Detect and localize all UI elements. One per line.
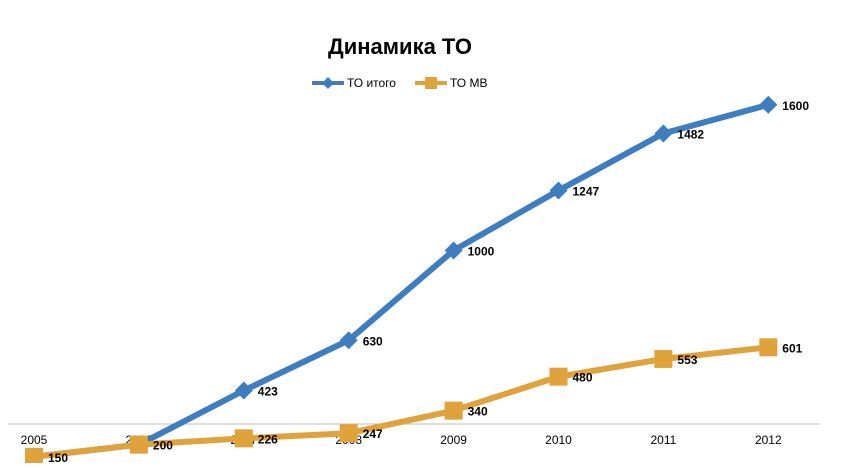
data-label-1-6: 553 <box>677 353 697 367</box>
series-0-point-6 <box>654 124 673 143</box>
x-tick-label-2005: 2005 <box>21 433 48 447</box>
data-label-1-5: 480 <box>573 371 593 385</box>
data-label-0-3: 630 <box>363 334 383 348</box>
series-0-point-3 <box>339 331 358 350</box>
data-label-0-6: 1482 <box>677 127 704 141</box>
series-0-point-2 <box>234 381 253 400</box>
legend-marker-1 <box>425 77 437 89</box>
series-0-point-4 <box>444 241 463 260</box>
x-tick-label-2012: 2012 <box>755 433 782 447</box>
data-label-0-1: 200 <box>153 439 173 453</box>
series-1-point-4 <box>444 401 463 420</box>
series-1-point-3 <box>339 424 358 443</box>
data-label-1-3: 247 <box>363 427 383 441</box>
series-1-point-5 <box>549 367 568 386</box>
series-1-point-6 <box>654 349 673 368</box>
data-label-1-2: 226 <box>258 432 278 446</box>
series-line-0 <box>31 101 772 460</box>
data-label-1-7: 601 <box>782 341 802 355</box>
series-1-point-7 <box>759 338 778 357</box>
series-1-point-0 <box>25 447 43 466</box>
series-0-point-7 <box>759 95 778 114</box>
legend-label-0: ТО итого <box>347 76 396 90</box>
data-label-0-2: 423 <box>258 385 278 399</box>
chart-title: Динамика ТО <box>328 34 472 59</box>
legend-label-1: ТО МВ <box>450 76 487 90</box>
x-tick-label-2010: 2010 <box>545 433 572 447</box>
data-label-1-4: 340 <box>468 405 488 419</box>
data-label-0-0: 150 <box>48 451 68 463</box>
x-tick-label-2009: 2009 <box>440 433 467 447</box>
data-label-0-4: 1000 <box>468 244 495 258</box>
series-group <box>25 95 778 466</box>
series-0-point-5 <box>549 181 568 200</box>
legend: ТО итого ТО МВ <box>312 76 487 90</box>
data-label-0-5: 1247 <box>573 184 600 198</box>
legend-marker-0 <box>322 77 334 89</box>
series-1-point-1 <box>129 435 148 454</box>
x-tick-label-2011: 2011 <box>650 433 676 447</box>
series-1-point-2 <box>234 429 253 448</box>
series-line-1 <box>31 344 772 460</box>
data-labels: 150 200 423 630 1000 1247 1482 1600 226 247 340 480… <box>48 99 809 465</box>
data-label-0-7: 1600 <box>782 99 809 113</box>
